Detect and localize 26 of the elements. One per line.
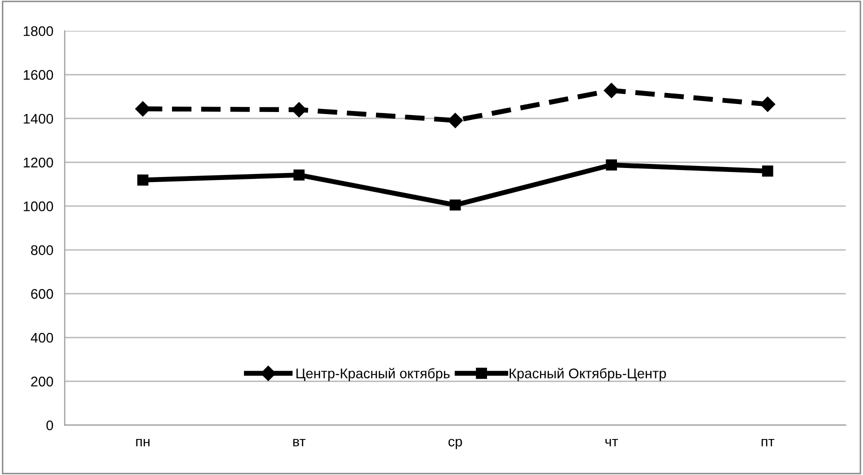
- point: [760, 96, 776, 112]
- point: [606, 159, 617, 170]
- y-tick-label: 1400: [24, 114, 54, 124]
- x-tick-label: пн: [136, 438, 150, 446]
- y-tick-label: 200: [31, 376, 54, 386]
- x-tick-label: пт: [762, 438, 774, 446]
- legend-label: Красный Октябрь-Центр: [510, 368, 666, 382]
- y-tick-label: 1200: [24, 158, 54, 168]
- x-tick-label: чт: [605, 438, 618, 446]
- legend-label: Центр-Красный октябрь: [296, 368, 450, 382]
- y-tick-label: 400: [30, 332, 54, 343]
- point: [762, 165, 774, 177]
- y-tick-label: 800: [31, 245, 54, 256]
- x-tick-label: вт: [293, 438, 306, 446]
- y-tick-label: 1000: [24, 201, 54, 212]
- point: [137, 174, 148, 186]
- point: [604, 82, 620, 98]
- point: [448, 112, 463, 128]
- point: [135, 101, 150, 116]
- y-tick-label: 0: [46, 420, 54, 430]
- y-tick-label: 1800: [24, 26, 54, 36]
- y-tick-label: 600: [31, 289, 54, 299]
- y-tick-label: 1600: [24, 70, 54, 80]
- point: [450, 199, 461, 211]
- point: [293, 169, 305, 181]
- x-tick-label: ср: [448, 438, 462, 450]
